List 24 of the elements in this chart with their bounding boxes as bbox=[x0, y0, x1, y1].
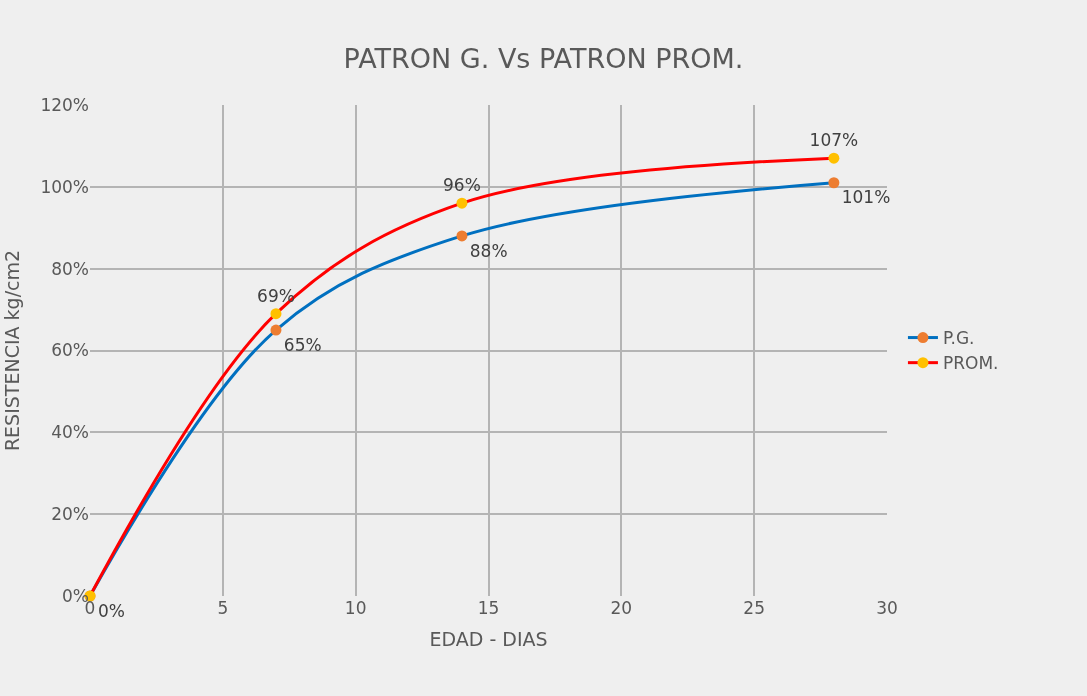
y-tick-label: 80% bbox=[51, 258, 89, 279]
x-tick-label: 15 bbox=[477, 598, 500, 618]
x-tick-label: 10 bbox=[344, 598, 367, 618]
data-label: 96% bbox=[443, 175, 481, 196]
x-tick-label: 5 bbox=[217, 598, 229, 618]
data-label: 0% bbox=[97, 600, 125, 621]
data-label: 69% bbox=[257, 285, 295, 306]
x-tick-label: 25 bbox=[743, 598, 765, 618]
chart-title: PATRON G. Vs PATRON PROM. bbox=[343, 42, 744, 74]
legend-label: PROM. bbox=[942, 353, 999, 374]
y-tick-label: 100% bbox=[40, 176, 89, 197]
legend-label: P.G. bbox=[942, 328, 975, 349]
data-label: 88% bbox=[469, 240, 508, 261]
x-tick-label: 20 bbox=[610, 598, 633, 618]
data-label: 107% bbox=[809, 130, 859, 151]
y-tick-label: 120% bbox=[40, 94, 89, 115]
x-axis-title: EDAD - DIAS bbox=[429, 627, 548, 650]
y-tick-label: 40% bbox=[51, 422, 89, 443]
data-label: 65% bbox=[283, 334, 322, 355]
x-tick-label: 30 bbox=[876, 598, 898, 618]
y-tick-label: 20% bbox=[51, 504, 89, 525]
y-axis-title: RESISTENCIA kg/cm2 bbox=[1, 249, 24, 452]
data-label: 101% bbox=[841, 187, 891, 208]
y-tick-label: 60% bbox=[51, 340, 89, 361]
